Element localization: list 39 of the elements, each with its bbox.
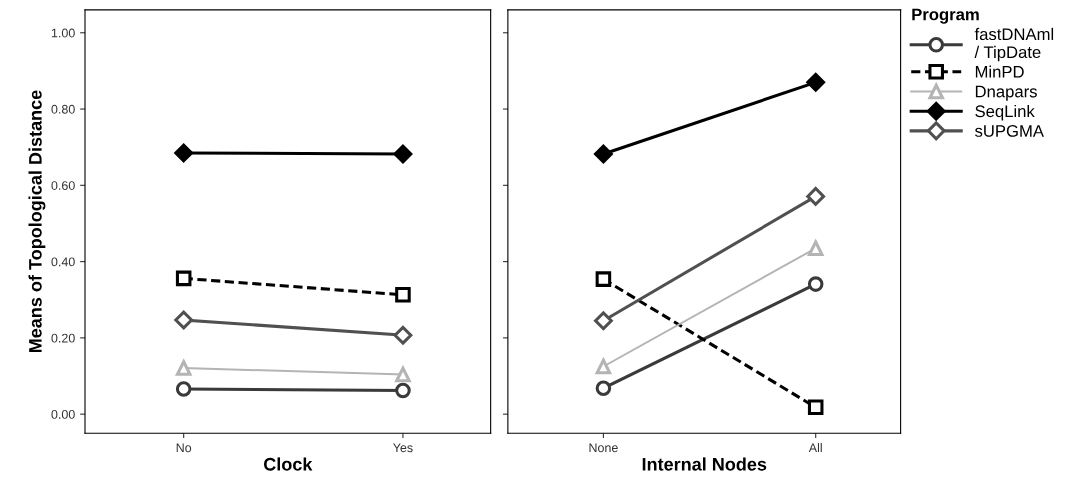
y-tick-label: 0.20 [51, 333, 75, 343]
legend-label: fastDNAml / TipDate [974, 27, 1054, 62]
point [395, 287, 411, 303]
point [175, 381, 192, 397]
point [806, 187, 826, 206]
point [807, 276, 824, 292]
point [174, 143, 194, 163]
y-tick-label: 0.60 [51, 181, 75, 190]
legend-label: sUPGMA [975, 125, 1044, 137]
point [595, 271, 612, 287]
x-tick-label: Yes [393, 443, 413, 453]
legend-label: Dnapars [975, 85, 1037, 101]
point [175, 360, 192, 376]
point [174, 310, 194, 330]
point [807, 399, 824, 416]
y-tick-label: 0.40 [51, 257, 75, 267]
point [595, 380, 612, 397]
point [594, 144, 613, 164]
legend-title: Program [912, 8, 979, 24]
point [395, 366, 411, 383]
point [393, 325, 413, 345]
point [393, 144, 413, 164]
x-tick-label: None [589, 443, 618, 453]
x-axis-title: Clock [263, 457, 313, 471]
y-tick-label: 0.80 [51, 104, 75, 114]
x-tick-label: All [808, 442, 822, 453]
y-tick-label: 1.00 [51, 28, 75, 38]
y-axis-title: Means of Topological Distance [28, 90, 46, 353]
x-tick-label: No [176, 443, 192, 453]
point [807, 240, 824, 257]
point [595, 358, 612, 375]
point [806, 72, 826, 92]
x-axis-title: Internal Nodes [642, 457, 767, 471]
point [395, 382, 411, 399]
point [175, 270, 192, 287]
point [594, 311, 613, 331]
legend-label: MinPD [975, 65, 1024, 78]
y-tick-label: 0.00 [51, 409, 75, 419]
legend-label: SeqLink [975, 104, 1035, 121]
